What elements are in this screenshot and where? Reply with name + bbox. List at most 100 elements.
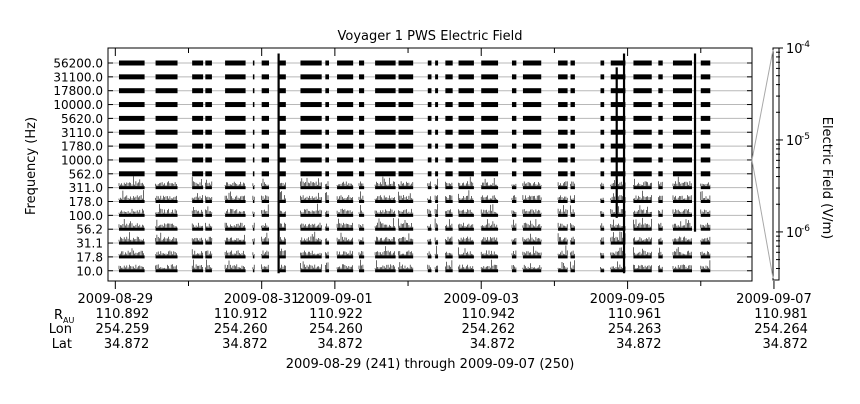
spectral-band (205, 143, 212, 149)
noise-texture (445, 236, 453, 242)
noise-texture (118, 176, 144, 187)
spectral-band (445, 200, 453, 203)
spectral-band (359, 143, 365, 149)
spectral-band (481, 200, 499, 203)
noise-texture (522, 246, 542, 256)
burst-event (622, 53, 626, 274)
spectral-band (522, 74, 542, 80)
spectral-band (700, 129, 711, 135)
spectral-band (558, 74, 568, 80)
spectral-band (435, 157, 439, 163)
noise-texture (261, 178, 269, 187)
ephemeris-r-value: 110.981 (754, 307, 808, 322)
spectral-band (252, 88, 255, 94)
spectral-band (325, 157, 330, 163)
colorbar-tick-exponent: -4 (801, 40, 810, 50)
spectral-band (700, 171, 711, 177)
spectral-band (522, 171, 542, 177)
noise-texture (570, 223, 575, 228)
noise-texture (458, 176, 474, 187)
ephemeris-lon-value: 254.260 (309, 322, 363, 337)
spectral-band (375, 143, 396, 149)
spectral-band (458, 157, 474, 163)
ephemeris-lat-value: 34.872 (616, 337, 662, 352)
noise-texture (480, 250, 498, 256)
noise-texture (224, 260, 245, 270)
spectral-band (600, 157, 605, 163)
noise-texture (633, 178, 652, 187)
noise-texture (445, 195, 453, 200)
spectral-band (252, 143, 255, 149)
spectral-band (359, 115, 365, 121)
spectral-band (672, 60, 692, 66)
spectral-band (610, 241, 626, 245)
spectral-band (205, 115, 212, 121)
spectral-band (252, 60, 255, 66)
spectral-band (458, 171, 474, 177)
ephemeris-lon-value: 254.262 (461, 322, 515, 337)
spectral-band (700, 227, 711, 231)
spectral-band (118, 269, 145, 273)
spectral-band (558, 102, 568, 108)
spectral-band (658, 157, 663, 163)
spectral-band (398, 269, 414, 273)
spectral-band (672, 255, 692, 259)
spectral-band (155, 200, 178, 203)
noise-texture (700, 251, 711, 256)
spectral-band (225, 241, 246, 245)
spectral-band (118, 74, 145, 80)
spectral-band (252, 157, 255, 163)
noise-texture (480, 204, 498, 214)
spectral-band (118, 186, 145, 190)
noise-texture (600, 223, 604, 228)
spectral-band (700, 213, 711, 217)
spectral-band (277, 227, 286, 231)
spectral-band (359, 186, 365, 190)
spectral-band (337, 74, 354, 80)
spectral-band (277, 60, 286, 66)
spectral-band (511, 60, 517, 66)
spectral-band (261, 115, 269, 121)
spectral-band (325, 255, 330, 259)
spectral-band (359, 88, 365, 94)
spectral-band (610, 74, 626, 80)
y-tick-label: 100.0 (69, 209, 103, 223)
noise-texture (522, 219, 542, 228)
spectral-band (205, 255, 212, 259)
noise-texture (570, 195, 575, 200)
spectral-band (672, 88, 692, 94)
noise-texture (358, 181, 364, 187)
noise-texture (336, 250, 353, 256)
spectral-band (337, 129, 354, 135)
colorbar-connector-top (751, 49, 774, 161)
spectral-band (658, 115, 663, 121)
noise-texture (252, 195, 255, 200)
noise-texture (480, 219, 498, 228)
spectral-band (337, 88, 354, 94)
spectral-band (558, 88, 568, 94)
spectral-band (192, 227, 204, 231)
noise-texture (672, 264, 692, 270)
spectral-band (458, 88, 474, 94)
spectral-band (398, 186, 414, 190)
spectral-band (277, 88, 286, 94)
noise-texture (600, 182, 604, 187)
spectral-band (511, 186, 517, 190)
noise-texture (445, 181, 453, 187)
noise-texture (224, 208, 245, 214)
spectral-band (427, 200, 432, 203)
spectral-band (252, 186, 255, 190)
spectral-band (658, 129, 663, 135)
spectral-band (300, 241, 322, 245)
spectral-band (252, 115, 255, 121)
spectral-band (610, 227, 626, 231)
noise-texture (300, 231, 322, 242)
noise-texture (480, 178, 498, 187)
spectral-band (435, 241, 439, 245)
spectral-band (481, 255, 499, 259)
spectral-band (445, 213, 453, 217)
spectral-band (398, 157, 414, 163)
spectral-band (633, 200, 652, 203)
spectral-band (398, 227, 414, 231)
spectral-band (261, 269, 269, 273)
